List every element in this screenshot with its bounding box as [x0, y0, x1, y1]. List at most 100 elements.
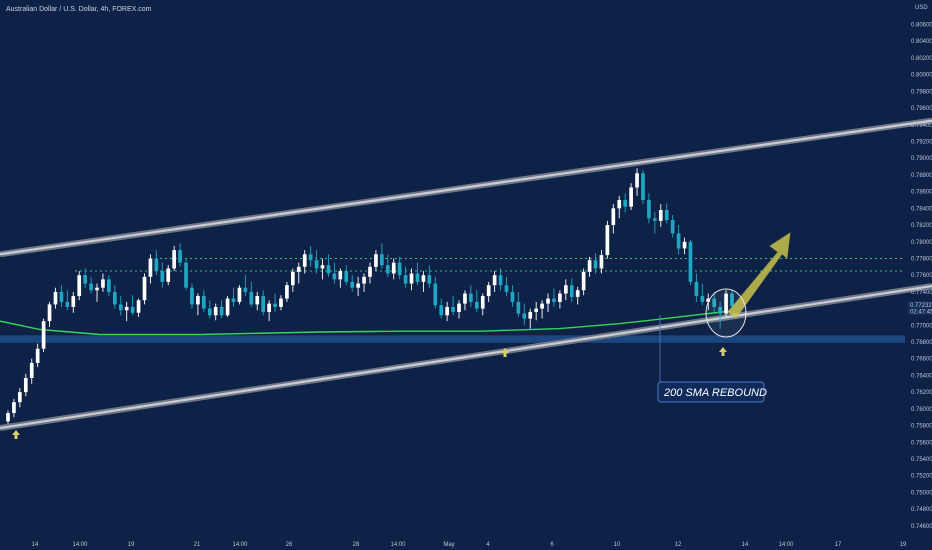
bull-candle	[658, 210, 663, 221]
price-axis[interactable]: 0.80600 0.80400 0.80200 0.80000 0.79800 0.796…	[907, 23, 932, 530]
bear-candle	[385, 265, 390, 274]
small-up-arrow	[501, 348, 509, 357]
bull-candle	[445, 306, 449, 316]
bull-candle	[635, 173, 639, 188]
bear-candle	[178, 250, 182, 263]
time-tick-label: 19	[900, 542, 907, 548]
bull-candle	[95, 287, 99, 291]
bull-candle	[463, 293, 467, 304]
bull-candle	[611, 208, 616, 226]
channel-lower-line	[0, 284, 932, 430]
price-tick-label: 0.75600	[911, 440, 932, 446]
price-tick-label: 0.77800	[911, 256, 932, 262]
bull-candle	[581, 271, 586, 291]
time-axis[interactable]: 14 14:00 19 21 14:00 26 28 14:00 May 4 6 10 12 14 14:0…	[32, 542, 907, 548]
bear-candle	[593, 260, 598, 269]
bull-candle	[528, 311, 533, 319]
time-tick-label: May	[443, 542, 454, 548]
time-tick-label: 12	[675, 542, 682, 548]
bull-candle	[166, 268, 171, 282]
time-tick-label: 17	[835, 542, 842, 548]
bear-candle	[670, 220, 675, 234]
bull-candle	[356, 283, 360, 288]
bear-candle	[653, 218, 657, 221]
support-zone	[0, 335, 905, 343]
time-tick-label: 4	[486, 542, 490, 548]
bear-candle	[231, 298, 236, 302]
bear-candle	[261, 296, 266, 312]
bull-candle	[599, 255, 604, 269]
time-tick-label: 14:00	[390, 542, 406, 548]
bull-candle	[368, 266, 372, 277]
bear-candle	[694, 281, 699, 297]
bull-candle	[237, 287, 242, 302]
time-tick-label: 19	[128, 542, 135, 548]
sma-200-line	[0, 310, 731, 336]
sma-layer	[0, 310, 731, 336]
bear-candle	[688, 241, 693, 282]
bull-candle	[457, 303, 461, 312]
price-tick-label: 0.80000	[911, 73, 932, 79]
price-tick-label: 0.74600	[911, 524, 932, 530]
bull-candle	[421, 275, 426, 282]
bear-candle	[65, 301, 70, 307]
bull-candle	[213, 306, 218, 316]
bull-candle	[575, 290, 580, 297]
price-tick-label: 0.76000	[911, 407, 932, 413]
bull-candle	[492, 275, 497, 286]
bear-candle	[469, 293, 473, 302]
small-up-arrow	[719, 347, 727, 356]
bull-candle	[255, 296, 260, 305]
bear-candle	[243, 287, 248, 292]
bear-candle	[219, 306, 224, 316]
price-tick-label: 0.76400	[911, 373, 932, 379]
bull-candle	[12, 402, 16, 414]
bear-candle	[451, 306, 455, 312]
bull-candle	[540, 303, 544, 309]
bull-candle	[617, 199, 622, 209]
time-tick-label: 26	[286, 542, 293, 548]
bull-candle	[546, 298, 550, 304]
bear-candle	[59, 291, 64, 302]
bear-candle	[700, 296, 705, 302]
price-tick-label: 0.78800	[911, 173, 932, 179]
bear-candle	[332, 273, 337, 280]
time-tick-label: 14	[742, 542, 749, 548]
bull-candle	[534, 308, 539, 312]
bull-candle	[101, 279, 105, 288]
bull-candle	[409, 273, 414, 284]
bull-candle	[124, 306, 129, 311]
bull-candle	[47, 304, 52, 322]
time-tick-label: 28	[353, 542, 360, 548]
bear-candle	[308, 254, 313, 261]
price-tick-label: 0.79800	[911, 89, 932, 95]
bear-candle	[676, 233, 681, 249]
bull-candle	[682, 241, 687, 249]
time-tick-label: 14	[32, 542, 39, 548]
symbol-title: Australian Dollar / U.S. Dollar, 4h, FOR…	[6, 6, 152, 13]
bear-candle	[504, 285, 509, 292]
bear-candle	[522, 313, 527, 319]
bear-candle	[314, 260, 319, 269]
bull-candle	[279, 298, 283, 307]
bull-candle	[41, 321, 46, 349]
bull-candle	[196, 296, 200, 305]
bear-candle	[397, 262, 402, 276]
bear-candle	[427, 275, 432, 284]
bear-candle	[718, 306, 722, 314]
candles-layer	[6, 168, 734, 424]
bull-candle	[302, 254, 307, 267]
bear-candle	[647, 199, 651, 219]
last-price-tag	[907, 300, 932, 315]
bull-candle	[724, 293, 728, 314]
bear-candle	[160, 271, 165, 282]
bull-candle	[563, 285, 568, 294]
bull-candle	[142, 276, 147, 301]
bear-candle	[83, 275, 87, 284]
bear-candle	[190, 287, 194, 305]
time-tick-label: 21	[194, 542, 201, 548]
price-tick-label: 0.79200	[911, 140, 932, 146]
bear-candle	[641, 173, 645, 200]
